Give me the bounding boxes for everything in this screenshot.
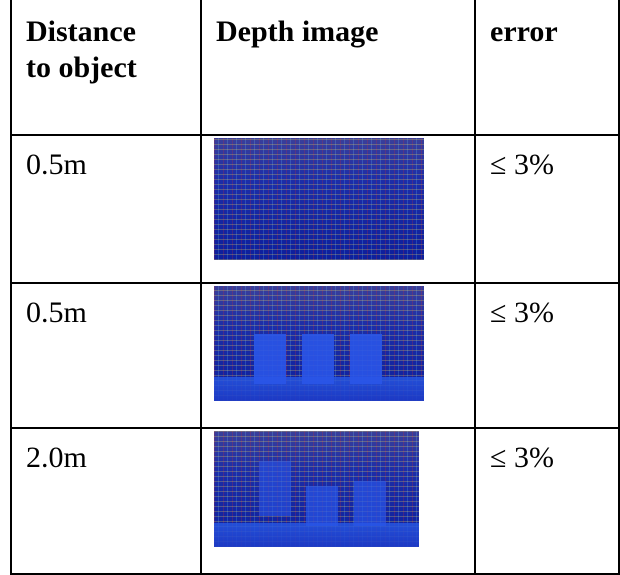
cell: 0.5m <box>11 283 201 428</box>
distance: 0.5m <box>12 136 200 182</box>
header-row: Distance to object Depth image error <box>11 0 619 135</box>
distance: 2.0m <box>12 429 200 475</box>
results-table: Distance to object Depth image error 0.5… <box>10 0 620 575</box>
image-object <box>302 334 334 384</box>
image-object <box>254 334 286 384</box>
distance: 0.5m <box>12 284 200 330</box>
image-floor <box>214 523 419 547</box>
image-object <box>350 334 382 384</box>
cell <box>201 428 475 574</box>
row: 0.5m ≤ 3% <box>11 283 619 428</box>
cell: 2.0m <box>11 428 201 574</box>
error: ≤ 3% <box>476 429 618 475</box>
header-cell: Distance to object <box>11 0 201 135</box>
depth-image <box>214 431 419 547</box>
header-text: Depth image <box>202 0 474 50</box>
cell: 0.5m <box>11 135 201 283</box>
header-cell: error <box>475 0 619 135</box>
depth-image <box>214 286 424 401</box>
depth-image <box>214 138 424 260</box>
header-text: error <box>476 0 618 50</box>
cell: ≤ 3% <box>475 283 619 428</box>
row: 0.5m ≤ 3% <box>11 135 619 283</box>
cell <box>201 135 475 283</box>
error: ≤ 3% <box>476 284 618 330</box>
row: 2.0m ≤ 3% <box>11 428 619 574</box>
header-text: Distance to object <box>12 0 166 86</box>
page: Distance to object Depth image error 0.5… <box>0 0 620 567</box>
cell: ≤ 3% <box>475 135 619 283</box>
image-object <box>354 481 386 526</box>
image-object <box>259 461 291 516</box>
header-cell: Depth image <box>201 0 475 135</box>
image-object <box>306 486 338 526</box>
cell: ≤ 3% <box>475 428 619 574</box>
error: ≤ 3% <box>476 136 618 182</box>
cell <box>201 283 475 428</box>
